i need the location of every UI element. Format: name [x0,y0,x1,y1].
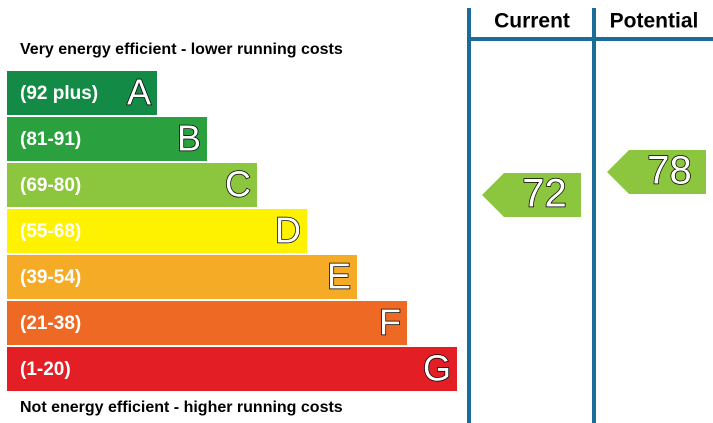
band-bar [7,347,457,391]
band-bar [7,301,407,345]
band-bar [7,117,207,161]
current-header: Current [494,10,570,33]
band-bar [7,255,357,299]
band-bar [7,209,307,253]
band-letter: A [127,72,151,113]
band-range: (21-38) [20,313,81,334]
band-bar [7,71,157,115]
potential-score: 78 [647,149,692,193]
band-letter: E [327,256,351,297]
potential-header: Potential [610,10,699,33]
current-score: 72 [522,172,567,216]
band-range: (55-68) [20,221,81,242]
band-bar [7,163,257,207]
potential-arrow [607,150,706,194]
top-note: Very energy efficient - lower running co… [20,41,343,58]
band-letter: C [225,164,251,205]
band-range: (81-91) [20,129,81,150]
current-arrow [482,173,581,217]
band-letter: B [177,118,201,159]
bottom-note: Not energy efficient - higher running co… [20,399,343,416]
band-letter: D [275,210,301,251]
band-letter: F [379,302,401,343]
band-range: (69-80) [20,175,81,196]
band-range: (1-20) [20,359,71,380]
band-letter: G [423,348,451,389]
band-range: (39-54) [20,267,81,288]
band-range: (92 plus) [20,83,98,104]
